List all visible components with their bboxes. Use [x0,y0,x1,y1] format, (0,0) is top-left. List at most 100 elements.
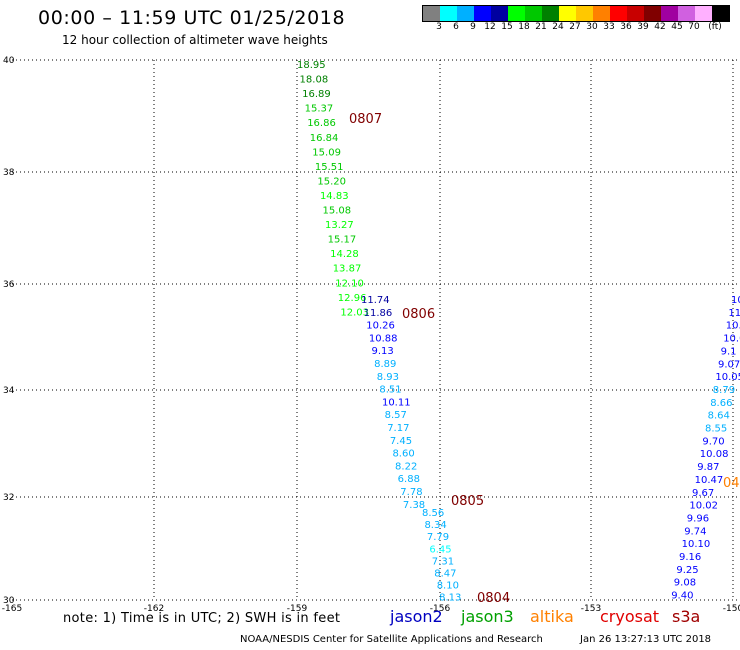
legend-tick-label: 36 [620,22,632,32]
legend-tick-label: 18 [518,22,530,32]
legend-tick-label: 42 [654,22,666,32]
map-subtitle: 12 hour collection of altimeter wave hei… [62,33,328,47]
wave-height-value: 8.79 [713,385,735,396]
wave-height-value: 16.89 [302,89,331,100]
legend-swatch-0 [423,6,440,21]
legend-tick-label: 30 [586,22,598,32]
legend-swatch-2 [457,6,474,21]
longitude-label: -159 [287,604,308,614]
wave-height-value: 8.13 [439,593,461,604]
wave-height-value: 10.10 [682,539,711,550]
legend-tick-label: 27 [569,22,581,32]
wave-height-value: 12.96 [338,293,367,304]
units-note: note: 1) Time is in UTC; 2) SWH is in fe… [63,611,341,626]
wave-height-value: 9.74 [684,526,706,537]
wave-height-value: 6.88 [398,474,420,485]
wave-height-value: 18.95 [297,60,326,71]
longitude-label: -162 [144,604,164,614]
wave-height-value: 11 [728,308,740,319]
wave-height-value: 8.47 [434,569,456,580]
legend-tick-label: 12 [484,22,496,32]
wave-height-value: 10.26 [366,321,395,332]
wave-height-value: 9.87 [697,462,719,473]
legend-tick-label: 15 [501,22,513,32]
legend-swatch-6 [525,6,542,21]
latitude-label: 34 [3,386,15,396]
legend-swatch-16 [695,6,712,21]
wave-height-value: 8.60 [392,449,414,460]
longitude-label: -150 [723,604,740,614]
wave-height-value: 7.79 [427,532,449,543]
legend-tick-label: 6 [453,22,459,32]
generated-timestamp: Jan 26 13:27:13 UTC 2018 [580,634,712,645]
wave-height-value: 7.78 [400,487,422,498]
wave-height-value: 14.83 [320,191,349,202]
wave-height-value: 15.08 [323,206,352,217]
wave-height-value: 12.10 [335,278,364,289]
legend-swatch-4 [491,6,508,21]
legend-tick-label: 33 [603,22,615,32]
wave-height-value: 11.86 [364,308,393,319]
wave-height-value: 9.40 [671,591,693,602]
wave-height-value: 9.70 [702,436,724,447]
legend-tick-label: 9 [470,22,476,32]
wave-height-value: 15.17 [328,235,357,246]
legend-tick-label: 45 [671,22,683,32]
wave-height-value: 16.84 [310,133,339,144]
color-legend-bar [422,5,730,22]
legend-tick-label: 39 [637,22,649,32]
wave-height-value: 12.03 [340,307,369,318]
wave-height-value: 10.11 [382,397,411,408]
wave-height-value: 13.87 [333,264,362,275]
wave-height-value: 8.93 [377,372,399,383]
satellite-legend-jason3: jason3 [461,607,514,626]
wave-height-value: 8.56 [422,508,444,519]
wave-height-value: 10.05 [715,372,740,383]
legend-swatch-12 [627,6,644,21]
pass-time-label: 0804 [477,591,510,606]
wave-height-value: 8.34 [424,520,446,531]
legend-tick-label: 3 [436,22,442,32]
legend-tick-label: 70 [688,22,700,32]
wave-height-value: 7.31 [432,556,454,567]
satellite-legend-s3a: s3a [672,607,701,626]
legend-tick-label: (ft) [708,22,722,32]
legend-swatch-5 [508,6,525,21]
legend-swatch-8 [559,6,576,21]
wave-height-value: 15.09 [312,147,341,158]
pass-time-label: 0806 [402,307,435,322]
satellite-legend-jason2: jason2 [390,607,443,626]
latitude-label: 36 [3,280,15,290]
wave-height-value: 9.13 [371,346,393,357]
wave-height-value: 10.08 [700,449,729,460]
longitude-label: -153 [581,604,601,614]
pass-time-label: 04 [723,476,740,491]
legend-tick-label: 21 [535,22,547,32]
wave-height-value: 10.02 [689,501,718,512]
legend-swatch-9 [576,6,593,21]
legend-swatch-11 [610,6,627,21]
wave-height-value: 8.89 [374,359,396,370]
wave-height-value: 7.17 [387,423,409,434]
wave-height-value: 8.10 [437,581,459,592]
wave-height-value: 7.45 [390,436,412,447]
wave-height-value: 15.37 [305,104,334,115]
legend-swatch-3 [474,6,491,21]
wave-height-value: 9.16 [679,552,701,563]
wave-height-value: 14.28 [330,249,359,260]
wave-height-value: 10.47 [695,475,724,486]
longitude-label: -165 [2,604,22,614]
satellite-legend-altika: altika [530,607,574,626]
wave-height-value: 8.51 [379,385,401,396]
wave-height-value: 6.45 [429,544,451,555]
wave-height-value: 8.64 [708,411,730,422]
legend-swatch-14 [661,6,678,21]
wave-height-value: 9.25 [676,565,698,576]
pass-time-label: 0807 [349,112,382,127]
legend-swatch-15 [678,6,695,21]
map-title: 00:00 – 11:59 UTC 01/25/2018 [38,7,346,29]
satellite-legend-cryosat: cryosat [600,607,660,626]
wave-height-value: 13.27 [325,220,354,231]
legend-swatch-13 [644,6,661,21]
